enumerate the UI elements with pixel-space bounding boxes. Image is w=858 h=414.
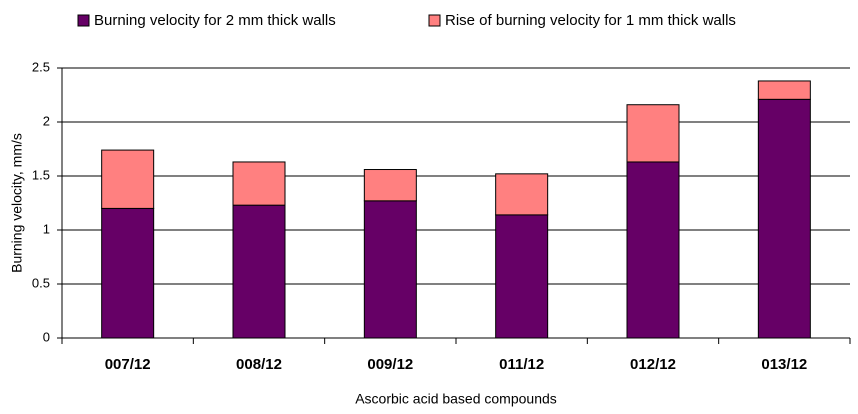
- x-tick-label: 008/12: [236, 356, 282, 373]
- x-tick-label: 009/12: [367, 356, 413, 373]
- y-tick-label: 2.5: [32, 59, 50, 74]
- x-tick-label: 012/12: [630, 356, 676, 373]
- bar-segment: [101, 207, 155, 339]
- legend-swatch: [77, 14, 90, 27]
- x-axis-title: Ascorbic acid based compounds: [355, 391, 557, 407]
- y-tick-label: 0: [43, 329, 50, 344]
- legend-swatch: [428, 14, 441, 27]
- bar-segment: [495, 173, 549, 216]
- bar-segment: [626, 104, 680, 163]
- bar-segment: [757, 80, 811, 100]
- bar-segment: [495, 214, 549, 339]
- y-tick-label: 1.5: [32, 167, 50, 182]
- y-tick-label: 2: [43, 113, 50, 128]
- y-tick-label: 0.5: [32, 275, 50, 290]
- bar-segment: [101, 149, 155, 209]
- y-tick-label: 1: [43, 221, 50, 236]
- x-tick-label: 011/12: [499, 356, 544, 373]
- x-tick-label: 007/12: [105, 356, 151, 373]
- legend-label: Rise of burning velocity for 1 mm thick …: [445, 12, 736, 29]
- bar-segment: [757, 98, 811, 339]
- y-axis-title: Burning velocity, mm/s: [9, 133, 25, 273]
- bar-segment: [363, 169, 417, 202]
- bar-segment: [626, 161, 680, 339]
- bar-segment: [232, 161, 286, 206]
- x-tick-label: 013/12: [761, 356, 807, 373]
- bar-segment: [232, 204, 286, 339]
- bar-segment: [363, 200, 417, 339]
- legend-label: Burning velocity for 2 mm thick walls: [94, 12, 336, 29]
